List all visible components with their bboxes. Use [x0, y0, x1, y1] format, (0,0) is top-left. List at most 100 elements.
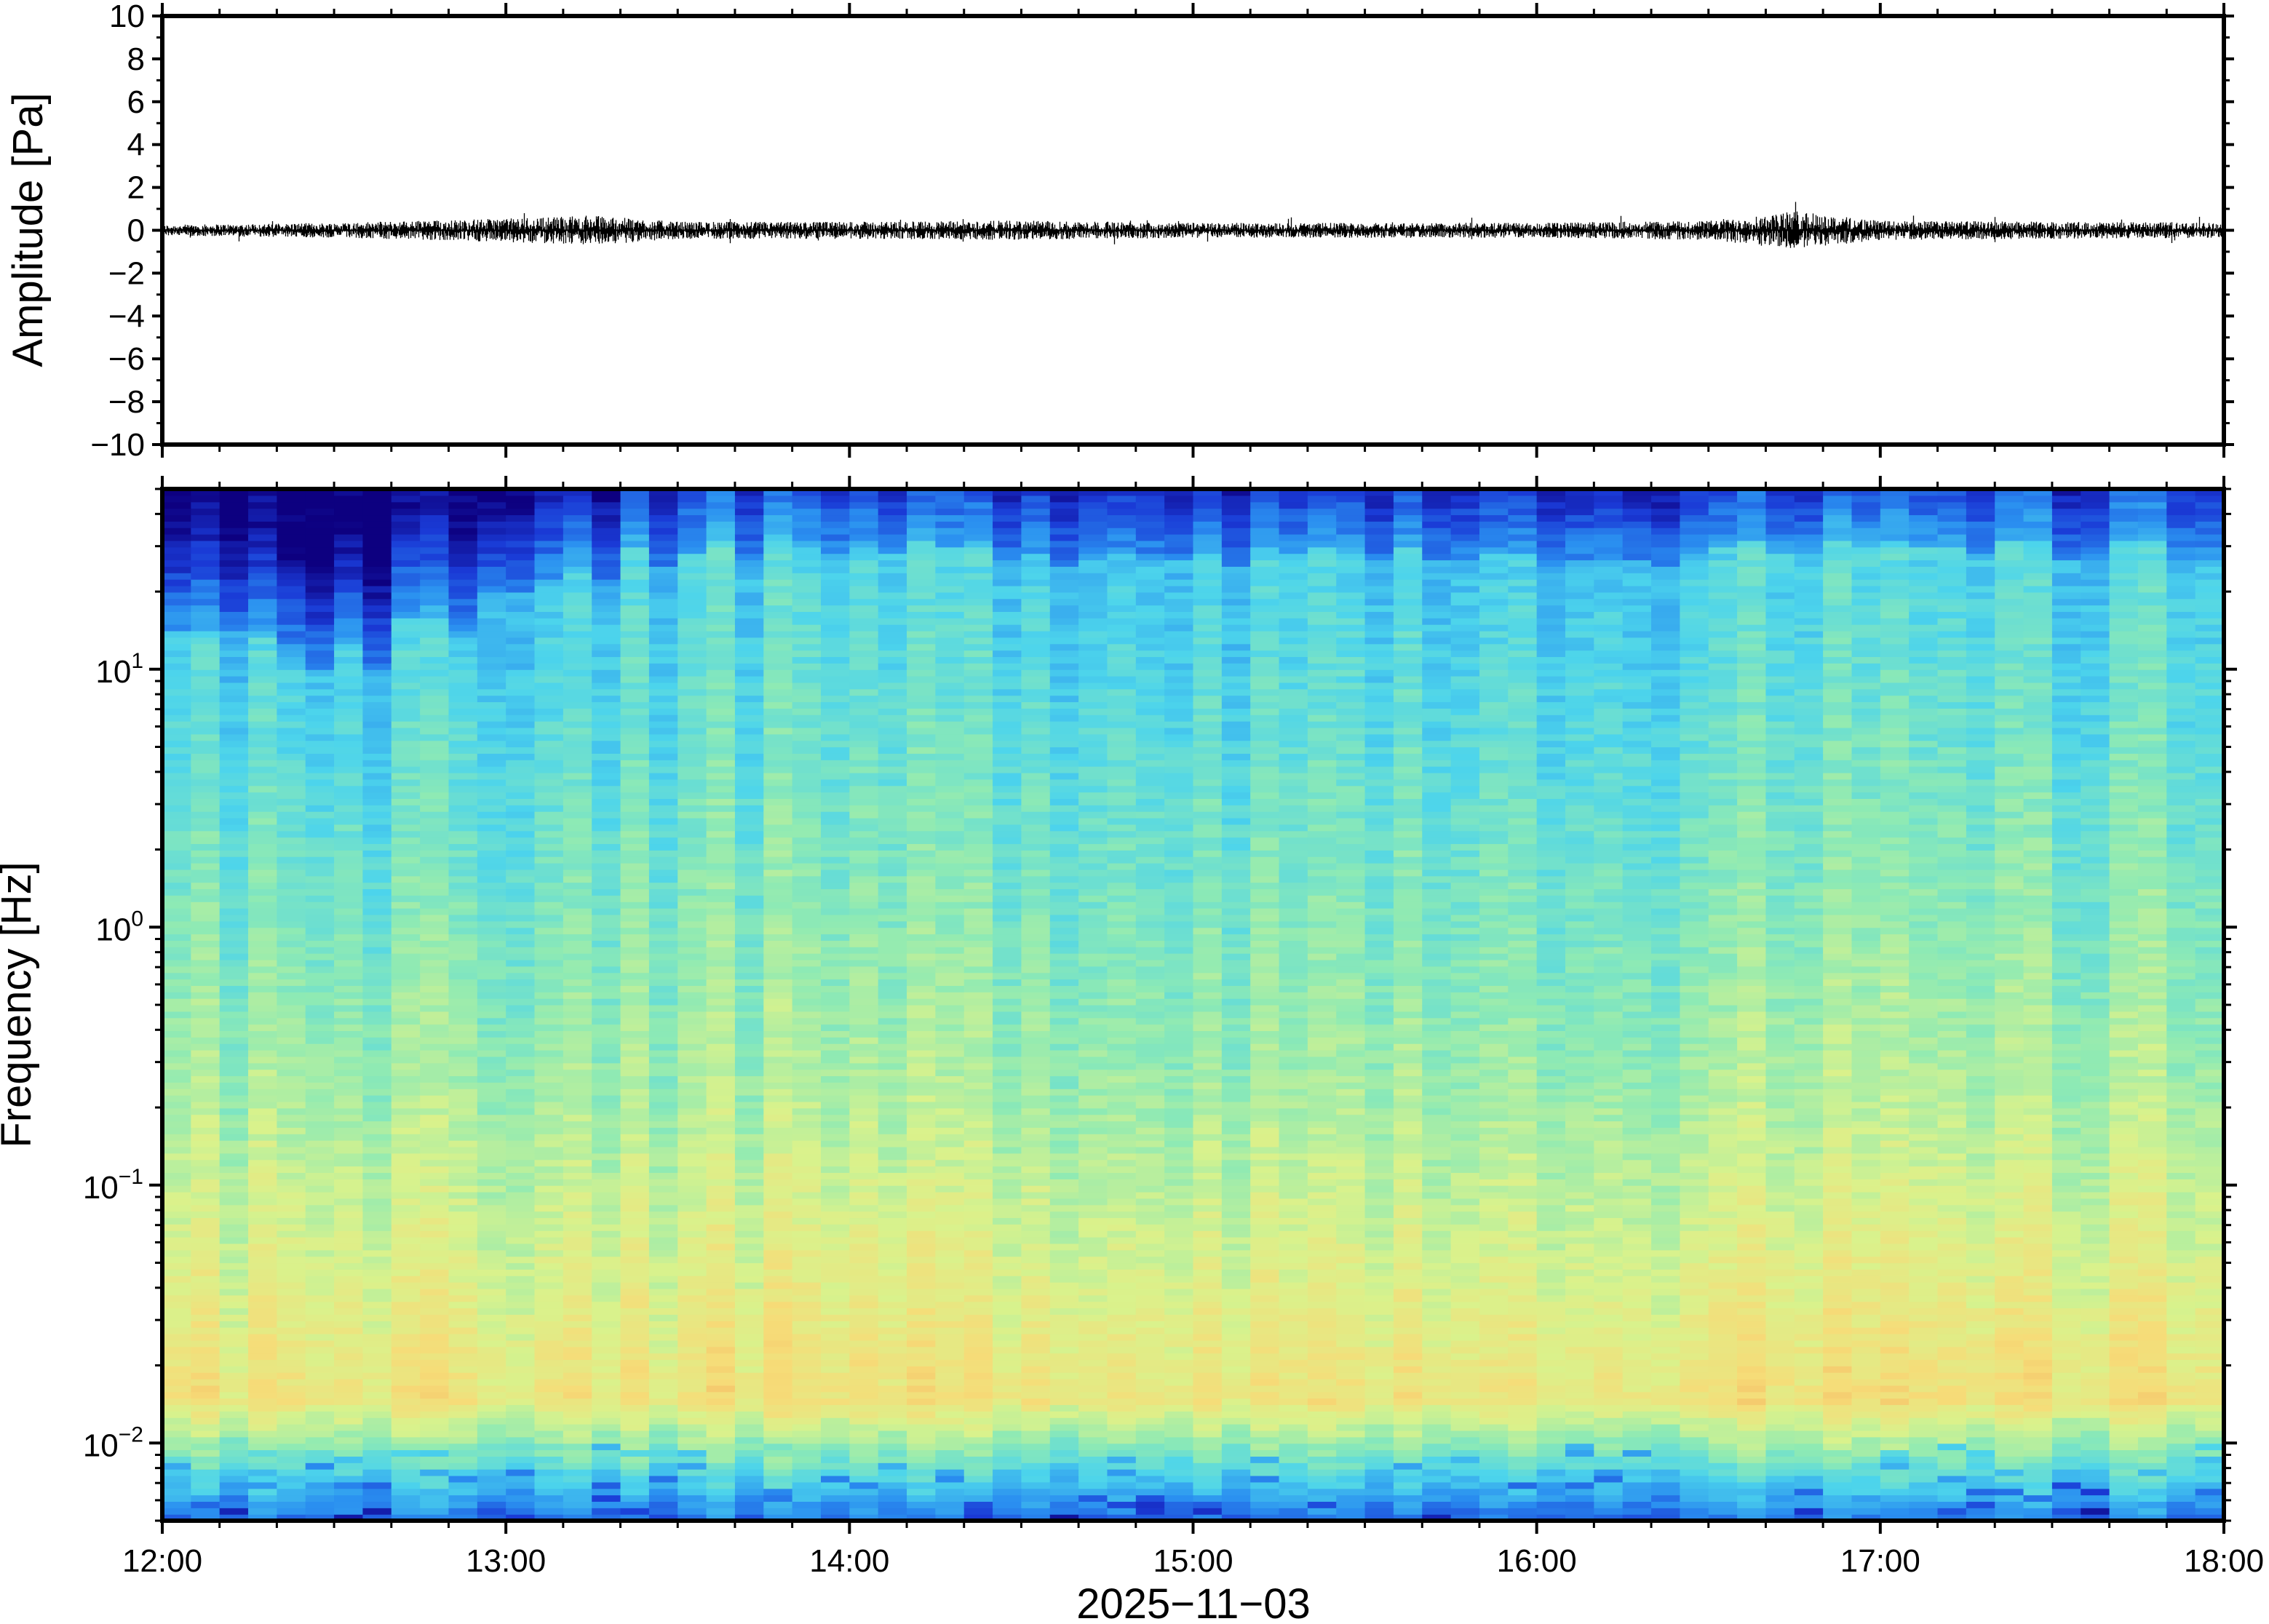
- spectrogram-cell: [477, 546, 506, 554]
- spectrogram-cell: [620, 1024, 650, 1032]
- spectrogram-cell: [334, 1398, 364, 1406]
- spectrogram-cell: [448, 947, 478, 954]
- spectrogram-cell: [648, 914, 678, 922]
- spectrogram-cell: [277, 546, 306, 554]
- spectrogram-cell: [477, 669, 506, 677]
- spectrogram-cell: [648, 1198, 678, 1206]
- spectrogram-cell: [248, 1307, 277, 1315]
- spectrogram-cell: [935, 830, 965, 838]
- spectrogram-cell: [677, 1192, 707, 1199]
- spectrogram-cell: [534, 979, 564, 987]
- y-tick-label: 4: [127, 127, 145, 163]
- spectrogram-cell: [334, 856, 364, 864]
- spectrogram-cell: [362, 1211, 392, 1219]
- spectrogram-cell: [935, 1224, 965, 1231]
- spectrogram-cell: [534, 1256, 564, 1264]
- spectrogram-cell: [563, 1256, 592, 1264]
- spectrogram-cell: [648, 1269, 678, 1276]
- spectrogram-cell: [706, 1024, 736, 1032]
- spectrogram-cell: [620, 1127, 650, 1134]
- spectrogram-cell: [935, 901, 965, 909]
- spectrogram-cell: [763, 489, 793, 496]
- spectrogram-cell: [448, 1243, 478, 1251]
- spectrogram-cell: [963, 914, 993, 922]
- spectrogram-cell: [191, 1411, 220, 1418]
- spectrogram-cell: [248, 573, 277, 580]
- spectrogram-cell: [162, 1237, 191, 1244]
- spectrogram-cell: [191, 753, 220, 760]
- spectrogram-cell: [706, 521, 736, 528]
- spectrogram-cell: [878, 701, 907, 709]
- spectrogram-cell: [277, 605, 306, 612]
- spectrogram-cell: [620, 546, 650, 554]
- spectrogram-cell: [420, 1488, 450, 1496]
- spectrogram-cell: [648, 888, 678, 896]
- spectrogram-cell: [477, 1224, 506, 1231]
- spectrogram-cell: [878, 953, 907, 960]
- spectrogram-cell: [506, 605, 536, 612]
- spectrogram-cell: [792, 1198, 822, 1206]
- spectrogram-cell: [362, 528, 392, 535]
- spectrogram-cell: [620, 637, 650, 645]
- spectrogram-cell: [792, 1127, 822, 1134]
- spectrogram-cell: [763, 1192, 793, 1199]
- spectrogram-cell: [792, 573, 822, 580]
- spectrogram-cell: [993, 540, 1022, 548]
- spectrogram-cell: [162, 1030, 191, 1038]
- spectrogram-cell: [506, 740, 536, 748]
- spectrogram-cell: [420, 715, 450, 722]
- spectrogram-cell: [219, 1282, 249, 1289]
- spectrogram-cell: [763, 998, 793, 1006]
- spectrogram-cell: [362, 573, 392, 580]
- spectrogram-cell: [963, 1005, 993, 1012]
- spectrogram-cell: [506, 747, 536, 754]
- spectrogram-cell: [763, 1346, 793, 1354]
- spectrogram-cell: [362, 1514, 392, 1521]
- spectrogram-cell: [963, 733, 993, 741]
- spectrogram-cell: [391, 630, 421, 638]
- spectrogram-cell: [334, 501, 364, 509]
- spectrogram-cell: [963, 772, 993, 780]
- spectrogram-cell: [648, 579, 678, 586]
- spectrogram-cell: [935, 1249, 965, 1257]
- spectrogram-cell: [248, 592, 277, 600]
- spectrogram-cell: [935, 992, 965, 999]
- spectrogram-cell: [362, 875, 392, 883]
- spectrogram-cell: [706, 566, 736, 573]
- spectrogram-cell: [191, 688, 220, 696]
- spectrogram-cell: [477, 1379, 506, 1386]
- spectrogram-cell: [849, 650, 879, 658]
- spectrogram-cell: [792, 1056, 822, 1064]
- spectrogram-cell: [305, 624, 335, 632]
- spectrogram-cell: [734, 920, 764, 928]
- spectrogram-cell: [734, 1043, 764, 1051]
- spectrogram-cell: [448, 1294, 478, 1302]
- spectrogram-cell: [878, 1269, 907, 1276]
- spectrogram-cell: [792, 1262, 822, 1270]
- spectrogram-cell: [935, 740, 965, 748]
- spectrogram-cell: [935, 947, 965, 954]
- spectrogram-cell: [620, 1346, 650, 1354]
- spectrogram-cell: [820, 1146, 850, 1154]
- spectrogram-cell: [534, 927, 564, 935]
- spectrogram-cell: [391, 1508, 421, 1515]
- spectrogram-cell: [563, 566, 592, 573]
- spectrogram-cell: [706, 611, 736, 618]
- spectrogram-cell: [391, 1411, 421, 1418]
- spectrogram-cell: [391, 895, 421, 902]
- spectrogram-cell: [993, 1288, 1022, 1296]
- spectrogram-cell: [706, 1030, 736, 1038]
- spectrogram-cell: [993, 1321, 1022, 1328]
- spectrogram-cell: [391, 837, 421, 845]
- spectrogram-cell: [907, 1185, 936, 1193]
- spectrogram-cell: [677, 1198, 707, 1206]
- spectrogram-cell: [993, 830, 1022, 838]
- spectrogram-cell: [563, 1321, 592, 1328]
- spectrogram-cell: [162, 598, 191, 606]
- spectrogram-cell: [362, 579, 392, 586]
- spectrogram-cell: [191, 805, 220, 812]
- spectrogram-cell: [792, 579, 822, 586]
- spectrogram-cell: [334, 869, 364, 877]
- spectrogram-cell: [248, 1107, 277, 1115]
- spectrogram-cell: [506, 1469, 536, 1476]
